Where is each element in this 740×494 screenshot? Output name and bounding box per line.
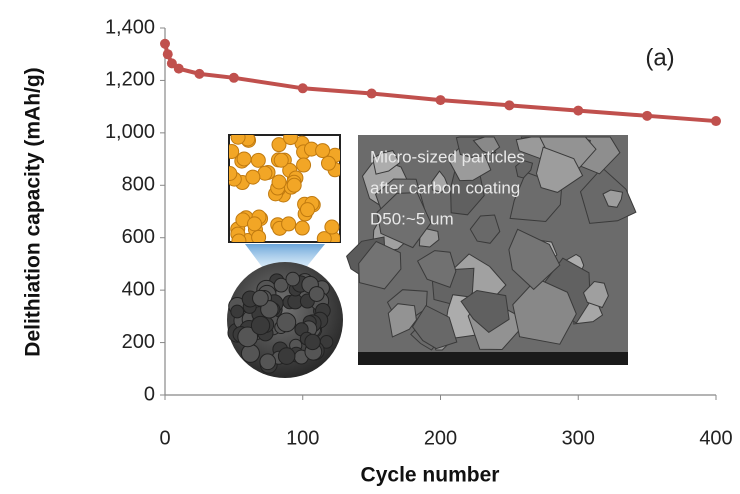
particle bbox=[248, 217, 262, 231]
particle bbox=[284, 131, 298, 145]
data-point bbox=[174, 64, 184, 74]
particle bbox=[272, 175, 286, 189]
inset-illustration bbox=[223, 130, 343, 378]
particle bbox=[246, 170, 260, 184]
x-axis-title: Cycle number bbox=[361, 464, 500, 487]
data-point bbox=[642, 111, 652, 121]
bump bbox=[251, 316, 269, 334]
annotation: after carbon coating bbox=[370, 178, 520, 197]
bump bbox=[277, 313, 296, 332]
particle bbox=[297, 158, 311, 172]
bump bbox=[241, 344, 259, 362]
annotation: D50:~5 um bbox=[370, 209, 454, 228]
data-point bbox=[160, 39, 170, 49]
sem-inset bbox=[347, 135, 636, 365]
particle bbox=[295, 221, 309, 235]
y-tick-label: 200 bbox=[122, 331, 155, 353]
y-tick-label: 800 bbox=[122, 174, 155, 196]
data-point bbox=[229, 73, 239, 83]
particle bbox=[321, 156, 335, 170]
data-point bbox=[436, 95, 446, 105]
particle bbox=[225, 145, 239, 159]
y-tick-label: 1,200 bbox=[105, 69, 155, 91]
y-tick-label: 600 bbox=[122, 226, 155, 248]
bump bbox=[260, 354, 276, 370]
bump bbox=[309, 287, 324, 302]
bump bbox=[305, 334, 320, 349]
data-point bbox=[711, 116, 721, 126]
y-axis-title: Delithiation capacity (mAh/g) bbox=[22, 67, 45, 356]
bump bbox=[231, 305, 244, 318]
bump bbox=[286, 272, 300, 286]
particle bbox=[223, 166, 237, 180]
y-tick-label: 1,000 bbox=[105, 121, 155, 143]
particle bbox=[274, 153, 288, 167]
bump bbox=[253, 290, 269, 306]
particle bbox=[282, 217, 296, 231]
bump bbox=[278, 348, 295, 365]
data-point bbox=[298, 83, 308, 93]
data-point bbox=[504, 100, 514, 110]
particle bbox=[231, 130, 245, 144]
y-tick-label: 1,400 bbox=[105, 16, 155, 38]
y-tick-label: 400 bbox=[122, 278, 155, 300]
panel-label: (a) bbox=[645, 44, 674, 71]
sem-footer bbox=[358, 352, 628, 365]
particle bbox=[237, 152, 251, 166]
data-point bbox=[573, 106, 583, 116]
data-point bbox=[194, 69, 204, 79]
particle bbox=[300, 203, 314, 217]
chart: Delithiation capacity (mAh/g) Cycle numb… bbox=[0, 0, 740, 494]
particle bbox=[251, 153, 265, 167]
x-tick-label: 200 bbox=[424, 427, 457, 449]
data-line bbox=[165, 44, 716, 121]
x-tick-label: 300 bbox=[562, 427, 595, 449]
particle bbox=[325, 220, 339, 234]
data-point bbox=[163, 49, 173, 59]
x-tick-label: 0 bbox=[159, 427, 170, 449]
particle bbox=[232, 234, 246, 248]
x-tick-label: 100 bbox=[286, 427, 319, 449]
particle bbox=[316, 144, 330, 158]
y-tick-label: 0 bbox=[144, 383, 155, 405]
x-tick-label: 400 bbox=[699, 427, 732, 449]
particle bbox=[287, 178, 301, 192]
annotation: Micro-sized particles bbox=[370, 147, 525, 166]
data-point bbox=[367, 89, 377, 99]
